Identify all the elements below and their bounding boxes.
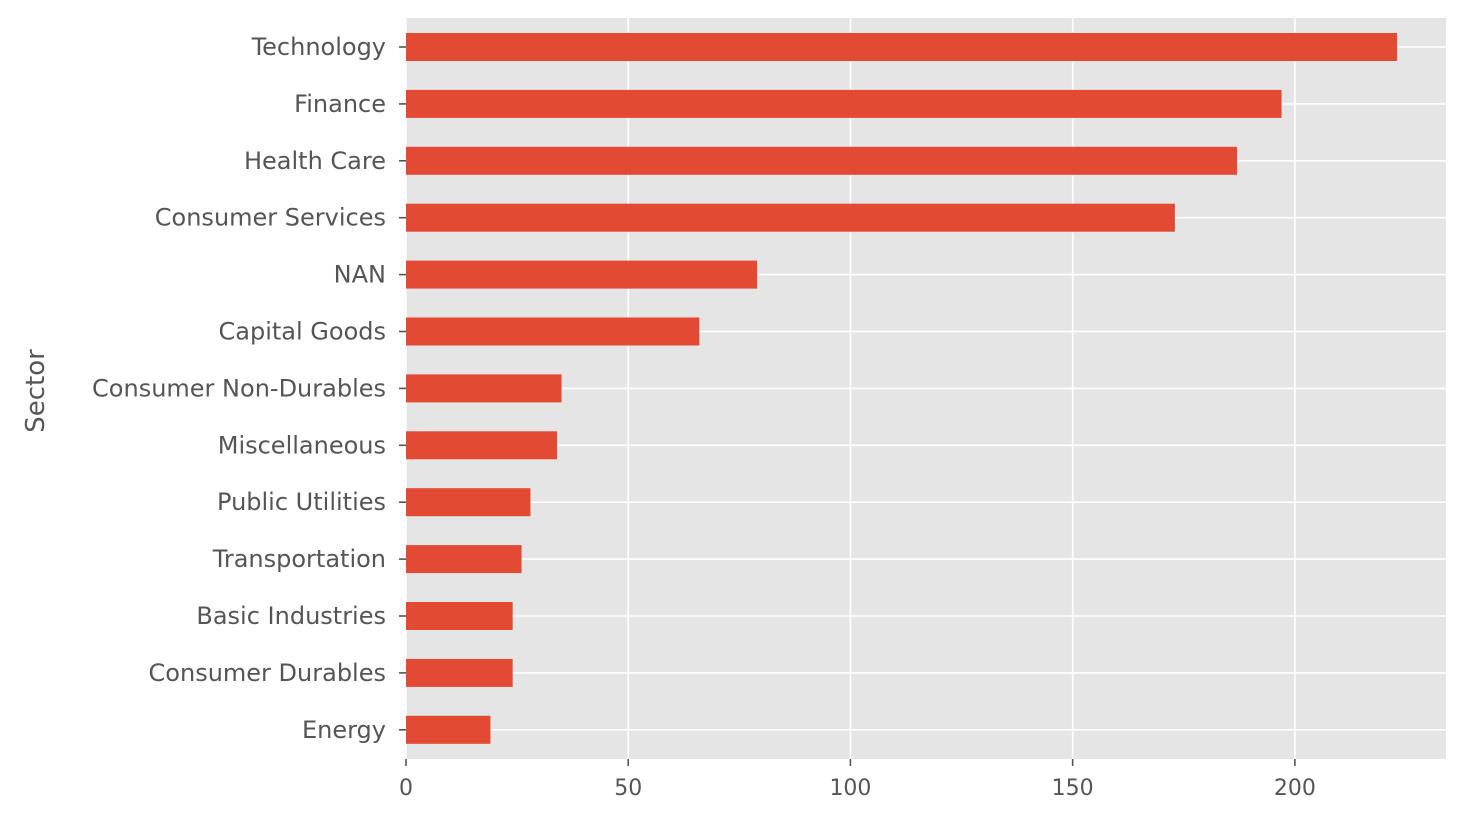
x-tick-label: 200 <box>1274 776 1316 801</box>
y-tick-label: Transportation <box>212 545 386 573</box>
bar-consumer-non-durables <box>406 374 562 403</box>
bar-consumer-durables <box>406 658 513 687</box>
y-tick-label: Consumer Non-Durables <box>92 374 386 402</box>
y-tick-label: Miscellaneous <box>218 431 386 459</box>
y-tick-label: Basic Industries <box>196 602 386 630</box>
y-tick-label: Consumer Services <box>155 204 386 232</box>
bar-consumer-services <box>406 203 1175 232</box>
y-tick-label: Finance <box>294 90 386 118</box>
x-tick-label: 100 <box>829 776 871 801</box>
y-axis-title: Sector <box>21 349 51 433</box>
bar-transportation <box>406 545 522 574</box>
bar-public-utilities <box>406 488 531 517</box>
x-axis-ticks: 0 50 100 150 200 <box>399 759 1316 801</box>
bar-finance <box>406 89 1282 118</box>
bar-basic-industries <box>406 602 513 630</box>
bar-miscellaneous <box>406 431 558 460</box>
y-tick-label: Energy <box>302 716 386 744</box>
y-axis-ticks: Technology Finance Health Care Consumer Ser… <box>92 33 406 744</box>
y-tick-label: Capital Goods <box>219 318 386 346</box>
bar-technology <box>406 33 1398 61</box>
y-tick-label: Public Utilities <box>217 488 386 516</box>
bar-capital-goods <box>406 317 700 346</box>
x-tick-label: 150 <box>1052 776 1094 801</box>
y-tick-label: NAN <box>334 261 386 289</box>
x-tick-label: 50 <box>614 776 642 801</box>
bar-nan <box>406 260 758 289</box>
bar-health-care <box>406 146 1238 175</box>
x-tick-label: 0 <box>399 776 413 801</box>
bar-energy <box>406 715 491 744</box>
y-tick-label: Technology <box>251 33 386 61</box>
y-tick-label: Health Care <box>244 147 386 175</box>
y-tick-label: Consumer Durables <box>149 659 386 687</box>
bars <box>406 33 1398 744</box>
